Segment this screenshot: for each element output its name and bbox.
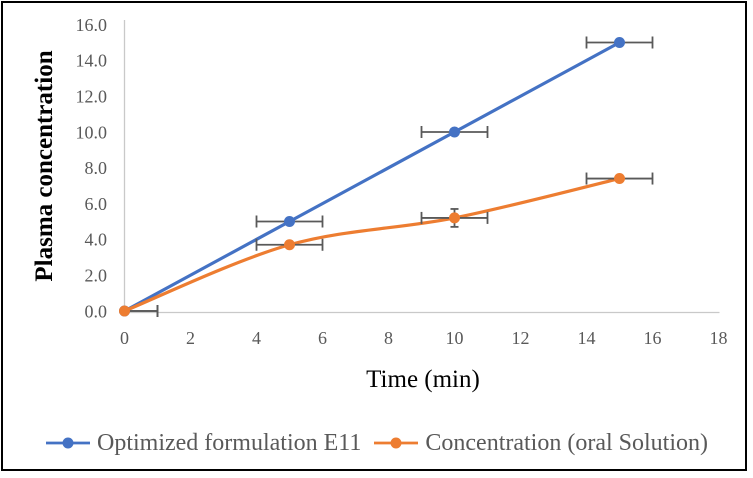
y-tick-label: 10.0 bbox=[76, 122, 108, 142]
series-concentration-oral-solution bbox=[119, 172, 654, 317]
y-tick-label: 2.0 bbox=[85, 266, 108, 286]
data-point-marker bbox=[614, 37, 625, 48]
x-tick-label: 12 bbox=[512, 328, 530, 348]
y-tick-label: 12.0 bbox=[76, 87, 108, 107]
data-point-marker bbox=[284, 216, 295, 227]
y-tick-label: 16.0 bbox=[76, 15, 108, 35]
x-tick-label: 2 bbox=[186, 328, 195, 348]
y-axis-title: Plasma concentration bbox=[31, 50, 58, 281]
series-optimized-formulation-e11 bbox=[119, 36, 654, 317]
x-tick-label: 6 bbox=[318, 328, 327, 348]
x-tick-label: 4 bbox=[252, 328, 261, 348]
legend-label: Concentration (oral Solution) bbox=[425, 430, 708, 456]
x-tick-label: 0 bbox=[120, 328, 129, 348]
legend-line-marker-icon bbox=[46, 437, 90, 449]
y-tick-label: 6.0 bbox=[85, 194, 108, 214]
data-point-marker bbox=[449, 126, 460, 138]
series-line bbox=[122, 40, 622, 313]
x-tick-label: 10 bbox=[446, 328, 464, 348]
chart-legend: Optimized formulation E11 Concentration … bbox=[0, 429, 753, 457]
y-tick-label: 14.0 bbox=[76, 51, 108, 71]
y-tick-label: 0.0 bbox=[85, 301, 108, 321]
x-tick-label: 14 bbox=[578, 328, 596, 348]
series-line bbox=[122, 176, 622, 313]
data-point-marker bbox=[614, 173, 625, 185]
legend-line-marker-icon bbox=[374, 437, 419, 449]
x-axis-title: Time (min) bbox=[366, 366, 480, 393]
legend-label: Optimized formulation E11 bbox=[97, 430, 362, 456]
legend-item-optimized-formulation-e11: Optimized formulation E11 bbox=[45, 429, 361, 457]
y-tick-label: 4.0 bbox=[85, 230, 108, 250]
data-point-marker bbox=[284, 239, 295, 251]
data-point-marker bbox=[119, 305, 130, 317]
legend-item-concentration-oral-solution: Concentration (oral Solution) bbox=[373, 429, 708, 457]
x-tick-label: 18 bbox=[710, 328, 728, 348]
y-tick-label: 8.0 bbox=[85, 158, 108, 178]
x-tick-label: 16 bbox=[644, 328, 662, 348]
x-tick-label: 8 bbox=[384, 328, 393, 348]
plot-generated-layer: 0.0 2.0 4.0 6.0 8.0 10.0 12.0 14.0 16.0 0 2 4 6 8 10 12… bbox=[76, 15, 728, 348]
data-point-marker bbox=[449, 212, 460, 224]
